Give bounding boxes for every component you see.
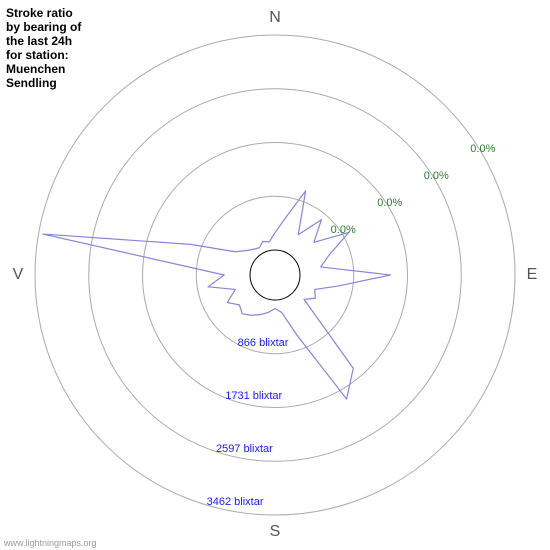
cardinal-s: S [270,523,281,541]
footer-credit: www.lightningmaps.org [4,538,97,548]
ring-count-label: 3462 blixtar [207,496,264,508]
ring-percent-label: 0.0% [377,197,402,209]
ring-percent-label: 0.0% [331,224,356,236]
polar-chart [0,0,550,550]
ring-percent-label: 0.0% [470,143,495,155]
cardinal-w: V [13,266,24,284]
ring-count-label: 2597 blixtar [216,443,273,455]
ring-count-label: 1731 blixtar [225,390,282,402]
cardinal-e: E [527,266,538,284]
ring-percent-label: 0.0% [424,170,449,182]
ring-count-label: 866 blixtar [238,337,289,349]
cardinal-n: N [269,9,281,27]
chart-title: Stroke ratio by bearing of the last 24h … [6,6,81,90]
